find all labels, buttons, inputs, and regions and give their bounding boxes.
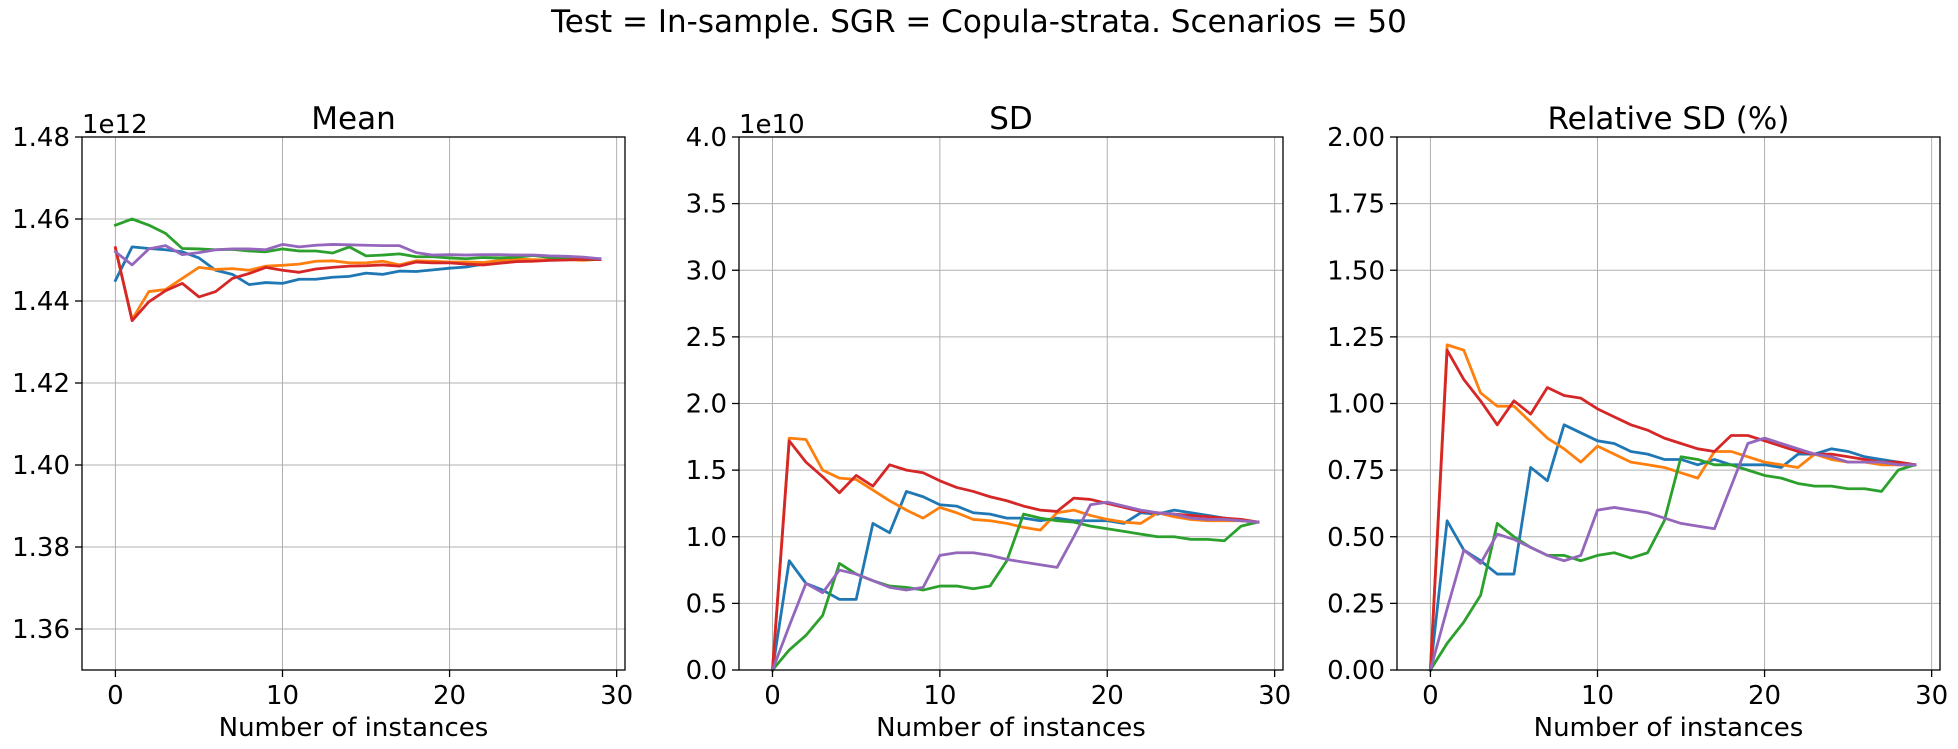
chart-title: Relative SD (%): [1548, 101, 1790, 137]
y-tick-label: 0.50: [1327, 523, 1385, 553]
series-line-3: [113, 217, 602, 261]
y-tick-label: 0.5: [686, 589, 727, 619]
y-tick-label: 2.0: [686, 390, 727, 420]
figure-suptitle: Test = In-sample. SGR = Copula-strata. S…: [551, 4, 1407, 40]
series-line-1: [770, 490, 1260, 672]
series-line-4: [113, 246, 602, 323]
x-axis-label: Number of instances: [1534, 713, 1804, 743]
x-tick-label: 0: [1422, 681, 1439, 711]
series-line-1: [1428, 423, 1917, 672]
y-tick-label: 2.5: [686, 323, 727, 353]
series-line-5: [113, 243, 602, 267]
x-tick-label: 30: [1915, 681, 1948, 711]
x-tick-label: 10: [266, 681, 299, 711]
axes-frame: [81, 136, 626, 671]
y-tick-label: 0.0: [686, 656, 727, 686]
y-tick-label: 1.50: [1327, 256, 1385, 286]
y-tick-label: 0.00: [1327, 656, 1385, 686]
chart-panel-2: 0 10 20 30 0.0 0.5 1.0 1.5 2.0 2.5 3.0 3.5 4.0 1e10 SD…: [686, 101, 1292, 743]
series-line-4: [1428, 348, 1917, 672]
x-tick-label: 20: [433, 681, 466, 711]
y-tick-label: 1.5: [686, 456, 727, 486]
y-tick-label: 0.25: [1327, 589, 1385, 619]
x-tick-label: 10: [923, 681, 956, 711]
y-tick-label: 1.0: [686, 523, 727, 553]
y-tick-label: 3.5: [686, 190, 727, 220]
x-tick-label: 0: [764, 681, 781, 711]
y-tick-label: 1.00: [1327, 390, 1385, 420]
series-line-3: [770, 512, 1260, 672]
y-tick-label: 4.0: [686, 123, 727, 153]
series-line-4: [770, 439, 1260, 672]
y-tick-label: 1.36: [12, 615, 70, 645]
x-tick-label: 10: [1581, 681, 1614, 711]
y-tick-label: 0.75: [1327, 456, 1385, 486]
y-tick-label: 1.46: [12, 205, 70, 235]
x-tick-label: 20: [1748, 681, 1781, 711]
series-line-5: [770, 500, 1260, 672]
chart-title: SD: [989, 101, 1033, 137]
y-tick-label: 1.42: [12, 369, 70, 399]
x-tick-label: 30: [600, 681, 633, 711]
x-axis-label: Number of instances: [219, 713, 489, 743]
y-tick-label: 1.25: [1327, 323, 1385, 353]
series-line-2: [1428, 343, 1917, 672]
y-tick-label: 2.00: [1327, 123, 1385, 153]
chart-title: Mean: [311, 101, 395, 137]
y-tick-label: 1.44: [12, 287, 70, 317]
x-tick-label: 20: [1091, 681, 1124, 711]
series-line-5: [1428, 436, 1917, 672]
x-tick-label: 0: [107, 681, 124, 711]
y-tick-label: 1.38: [12, 533, 70, 563]
x-axis-label: Number of instances: [876, 713, 1146, 743]
series-line-2: [113, 247, 602, 321]
y-tick-label: 3.0: [686, 256, 727, 286]
axis-offset-text: 1e10: [739, 110, 805, 140]
chart-panel-1: 0 10 20 30 1.36 1.38 1.40 1.42 1.44 1.46 1.48 1e12 M…: [12, 101, 633, 743]
x-tick-label: 30: [1258, 681, 1291, 711]
chart-panel-3: 0 10 20 30 0.00 0.25 0.50 0.75 1.00 1.25 1.50 1.75 2…: [1327, 101, 1948, 743]
y-tick-label: 1.40: [12, 451, 70, 481]
series-line-2: [770, 436, 1260, 672]
y-tick-label: 1.48: [12, 123, 70, 153]
series-line-3: [1428, 455, 1917, 672]
y-tick-label: 1.75: [1327, 190, 1385, 220]
axis-offset-text: 1e12: [82, 110, 148, 140]
